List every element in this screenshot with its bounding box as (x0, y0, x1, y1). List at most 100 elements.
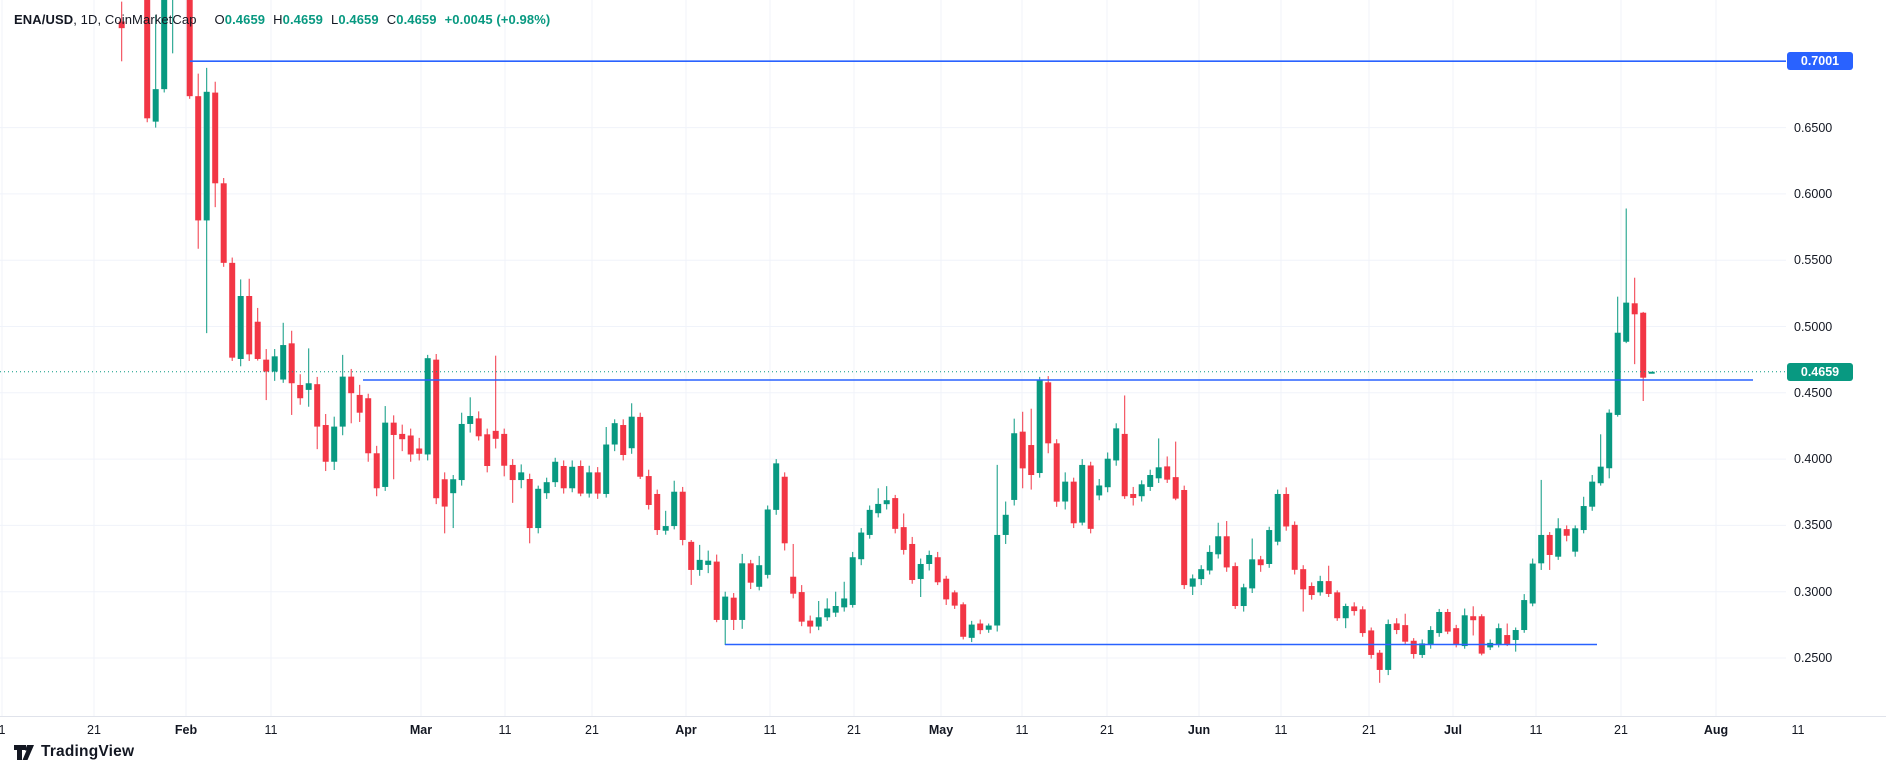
candle-body (1198, 569, 1205, 580)
candle-body (1317, 581, 1324, 593)
candle-body (1351, 606, 1358, 612)
candle-body (1504, 635, 1511, 644)
time-tick-day: 21 (1362, 723, 1376, 737)
candle-body (416, 448, 423, 454)
low-label: L (331, 12, 339, 27)
candle-body (1308, 585, 1315, 596)
candle-body (1053, 443, 1060, 502)
candle-body (365, 398, 372, 454)
candle-body (1427, 630, 1434, 646)
candle-body (1444, 611, 1451, 632)
candle-body (526, 478, 533, 529)
candle-body (858, 532, 865, 560)
candle-body (747, 563, 754, 583)
candle-body (926, 554, 933, 564)
candle-body (1104, 458, 1111, 488)
candle-body (960, 604, 967, 637)
candle-body (1300, 569, 1307, 590)
candle-body (220, 183, 227, 263)
price-tick-label: 0.3000 (1794, 584, 1833, 599)
candle-body (161, 0, 168, 90)
candle-body (917, 563, 924, 579)
candle-body (909, 543, 916, 581)
low-value: 0.4659 (338, 12, 379, 27)
price-tick-label: 0.6500 (1794, 120, 1833, 135)
candle-body (373, 453, 380, 489)
candle-body (1376, 652, 1383, 670)
candle-body (1393, 623, 1400, 631)
candle-body (1172, 477, 1179, 499)
candle-body (1079, 464, 1086, 523)
candle-body (1470, 616, 1477, 621)
tradingview-attribution[interactable]: TradingView (13, 743, 134, 761)
candle-body (203, 91, 210, 221)
candle-body (314, 384, 321, 427)
open-label: O (214, 12, 225, 27)
candle-body (934, 557, 941, 583)
candle-body (645, 476, 652, 505)
candle-body (730, 597, 737, 620)
legend-separator-2: , (97, 12, 105, 27)
candle-body (1359, 609, 1366, 634)
candle-body (509, 464, 516, 481)
candle-body (501, 433, 508, 466)
candle-body (713, 561, 720, 620)
candle-body (1147, 475, 1154, 487)
candle-body (628, 416, 635, 449)
candle-body (246, 296, 253, 355)
candle-body (297, 384, 304, 399)
time-tick-day: 21 (1100, 723, 1114, 737)
candle-body (1572, 528, 1579, 552)
candle-body (1002, 514, 1009, 535)
price-tick-label: 0.4000 (1794, 452, 1833, 467)
candle-body (739, 563, 746, 620)
candle-body (1631, 303, 1638, 315)
candle-body (1215, 536, 1222, 555)
candle-body (535, 488, 542, 529)
high-label: H (273, 12, 283, 27)
candle-body (586, 472, 593, 494)
candle-body (1223, 536, 1230, 568)
candle-body (229, 262, 236, 358)
candle-body (722, 596, 729, 620)
candle-body (1402, 625, 1409, 642)
candle-body (1240, 587, 1247, 607)
candle-body (1648, 371, 1655, 374)
candle-body (637, 416, 644, 477)
candle-body (577, 465, 584, 494)
interval-label[interactable]: 1D (80, 12, 98, 27)
candle-body (322, 425, 329, 462)
candle-body (407, 435, 414, 455)
time-tick-month: Apr (675, 723, 697, 737)
candle-body (705, 560, 712, 565)
candle-body (1385, 624, 1392, 670)
high-value: 0.4659 (282, 12, 324, 27)
candle-body (186, 0, 193, 97)
candle-body (1614, 332, 1621, 415)
candle-body (1512, 630, 1519, 640)
candle-body (356, 394, 363, 413)
candle-body (900, 527, 907, 550)
candle-body (348, 376, 355, 394)
time-tick-day: 21 (847, 723, 861, 737)
candle-body (1546, 534, 1553, 555)
candle-body (594, 472, 601, 494)
candle-body (1130, 493, 1137, 498)
candle-body (671, 491, 678, 527)
ohlc-readout: O0.4659 H0.4659 L0.4659 C0.4659 +0.0045 (+0.… (207, 12, 551, 27)
candle-body (620, 425, 627, 455)
candle-body (552, 461, 559, 483)
symbol-legend[interactable]: ENA/USD, 1D, CoinMarketCap O0.4659 H0.4659… (14, 12, 550, 27)
candle-body (254, 321, 261, 359)
time-tick-day: 11 (1791, 723, 1805, 737)
time-tick-month: Jul (1443, 723, 1463, 737)
candle-body (1257, 559, 1264, 566)
time-tick-day: 11 (763, 723, 777, 737)
candle-body (569, 466, 576, 489)
symbol-name[interactable]: ENA/USD (14, 12, 74, 27)
candle-body (288, 343, 295, 384)
price-tick-label: 0.2500 (1794, 651, 1833, 665)
time-axis[interactable]: 1 21 Feb 11 Mar 11 21 Apr 11 21 May 11 21 Jun 11 21 Jul 1… (0, 716, 1886, 779)
